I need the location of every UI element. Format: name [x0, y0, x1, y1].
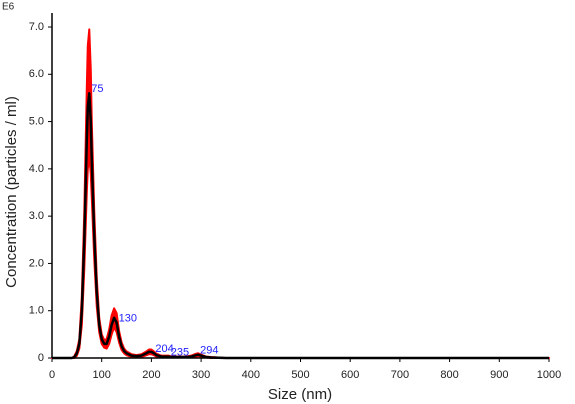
x-axis-title: Size (nm) [268, 386, 332, 403]
peak-label: 130 [119, 312, 137, 324]
peak-label: 294 [200, 345, 218, 357]
x-tick-label: 500 [291, 369, 309, 381]
peak-label: 204 [155, 343, 173, 355]
peak-label: 75 [91, 83, 103, 95]
x-tick-label: 100 [93, 369, 111, 381]
y-tick-label: 7.0 [29, 21, 44, 33]
x-tick-label: 1000 [537, 369, 561, 381]
x-tick-label: 200 [142, 369, 160, 381]
x-tick-label: 700 [391, 369, 409, 381]
y-tick-label: 4.0 [29, 163, 44, 175]
y-tick-label: 6.0 [29, 68, 44, 80]
x-tick-label: 300 [192, 369, 210, 381]
x-tick-label: 800 [440, 369, 458, 381]
y-tick-label: 3.0 [29, 210, 44, 222]
x-tick-label: 900 [490, 369, 508, 381]
y-tick-label: 0 [38, 352, 44, 364]
x-tick-label: 600 [341, 369, 359, 381]
peak-label: 235 [171, 346, 189, 358]
x-tick-label: 400 [242, 369, 260, 381]
x-tick-label: 0 [49, 369, 55, 381]
y-tick-label: 5.0 [29, 115, 44, 127]
unit-label: E6 [2, 2, 15, 13]
y-axis-title: Concentration (particles / ml) [3, 96, 20, 288]
error-band [51, 28, 550, 359]
y-tick-label: 2.0 [29, 257, 44, 269]
mean-line [52, 91, 549, 360]
y-tick-label: 1.0 [29, 305, 44, 317]
